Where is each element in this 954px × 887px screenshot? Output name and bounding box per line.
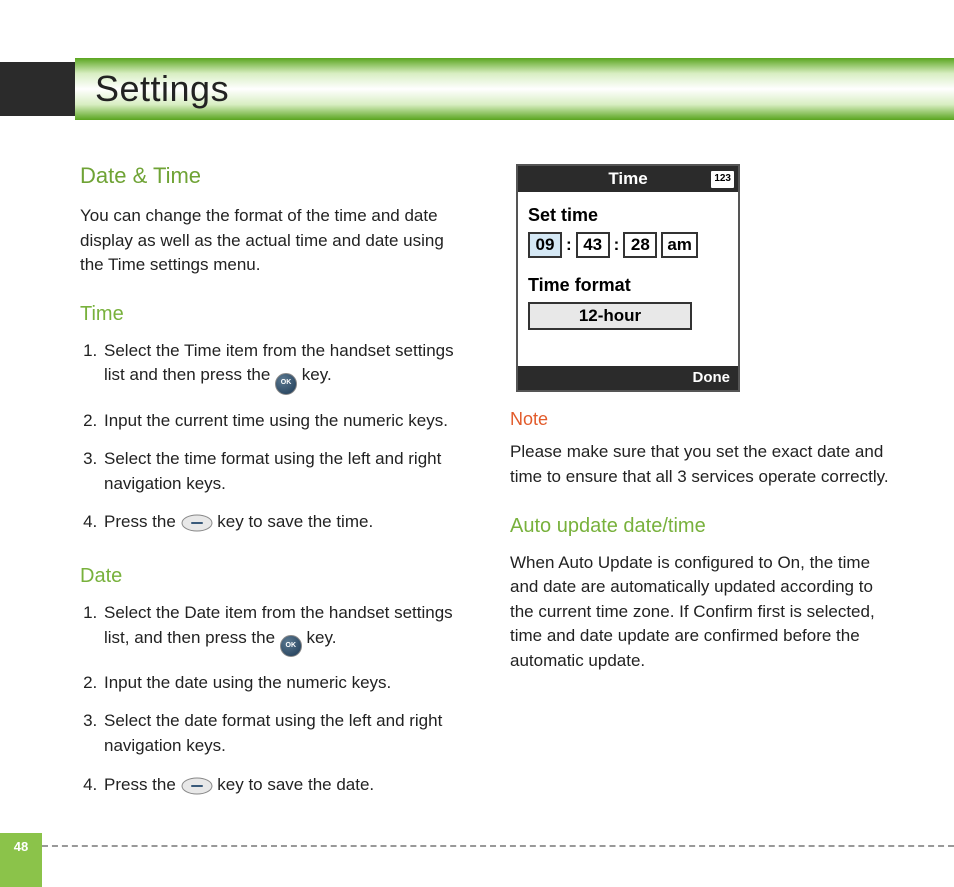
note-paragraph: Please make sure that you set the exact … bbox=[510, 440, 900, 489]
page-number: 48 bbox=[0, 833, 42, 859]
right-column: Time 123 Set time 09 : 43 : 28 am Time f… bbox=[510, 160, 900, 816]
input-mode-badge: 123 bbox=[711, 171, 734, 188]
footer-accent-bar bbox=[0, 859, 42, 887]
auto-update-paragraph: When Auto Update is configured to On, th… bbox=[510, 551, 900, 674]
footer-dashed-rule bbox=[42, 845, 954, 847]
step-text: Press the bbox=[104, 512, 181, 531]
header-accent-dark bbox=[0, 62, 75, 116]
content-area: Date & Time You can change the format of… bbox=[80, 160, 920, 816]
step-text: key to save the time. bbox=[213, 512, 374, 531]
heading-time: Time bbox=[80, 300, 470, 329]
left-column: Date & Time You can change the format of… bbox=[80, 160, 470, 816]
page-footer: 48 bbox=[0, 829, 954, 859]
step-text: key to save the date. bbox=[213, 775, 375, 794]
list-item: Input the current time using the numeric… bbox=[102, 409, 470, 434]
phone-footer: Done bbox=[518, 366, 738, 390]
heading-auto-update: Auto update date/time bbox=[510, 512, 900, 541]
set-time-label: Set time bbox=[528, 202, 728, 228]
minute-field[interactable]: 43 bbox=[576, 232, 610, 258]
phone-title: Time bbox=[608, 167, 647, 192]
done-softkey[interactable]: Done bbox=[693, 367, 731, 389]
step-text: Select the Date item from the handset se… bbox=[104, 603, 453, 647]
softkey-icon bbox=[181, 777, 213, 803]
phone-titlebar: Time 123 bbox=[518, 166, 738, 192]
ampm-field[interactable]: am bbox=[661, 232, 698, 258]
time-steps-list: Select the Time item from the handset se… bbox=[80, 339, 470, 540]
list-item: Select the Date item from the handset se… bbox=[102, 601, 470, 657]
step-text: Press the bbox=[104, 775, 181, 794]
phone-screenshot: Time 123 Set time 09 : 43 : 28 am Time f… bbox=[516, 164, 740, 392]
list-item: Press the key to save the time. bbox=[102, 510, 470, 540]
softkey-icon bbox=[181, 514, 213, 540]
heading-note: Note bbox=[510, 406, 900, 432]
time-format-select[interactable]: 12-hour bbox=[528, 302, 692, 330]
time-separator: : bbox=[566, 233, 572, 258]
list-item: Select the Time item from the handset se… bbox=[102, 339, 470, 395]
heading-date: Date bbox=[80, 562, 470, 591]
time-format-label: Time format bbox=[528, 272, 728, 298]
hour-field[interactable]: 09 bbox=[528, 232, 562, 258]
intro-paragraph: You can change the format of the time an… bbox=[80, 204, 470, 278]
list-item: Press the key to save the date. bbox=[102, 773, 470, 803]
phone-body: Set time 09 : 43 : 28 am Time format 12-… bbox=[518, 192, 738, 366]
time-separator: : bbox=[614, 233, 620, 258]
list-item: Select the time format using the left an… bbox=[102, 447, 470, 496]
page-header: Settings bbox=[0, 58, 954, 120]
date-steps-list: Select the Date item from the handset se… bbox=[80, 601, 470, 802]
ok-key-icon: OK bbox=[280, 635, 302, 657]
heading-date-time: Date & Time bbox=[80, 160, 470, 192]
step-text: key. bbox=[302, 628, 337, 647]
time-input-row: 09 : 43 : 28 am bbox=[528, 232, 728, 258]
ok-key-icon: OK bbox=[275, 373, 297, 395]
step-text: key. bbox=[297, 365, 332, 384]
page-title: Settings bbox=[95, 68, 229, 110]
second-field[interactable]: 28 bbox=[623, 232, 657, 258]
list-item: Select the date format using the left an… bbox=[102, 709, 470, 758]
list-item: Input the date using the numeric keys. bbox=[102, 671, 470, 696]
header-accent-green: Settings bbox=[75, 58, 954, 120]
